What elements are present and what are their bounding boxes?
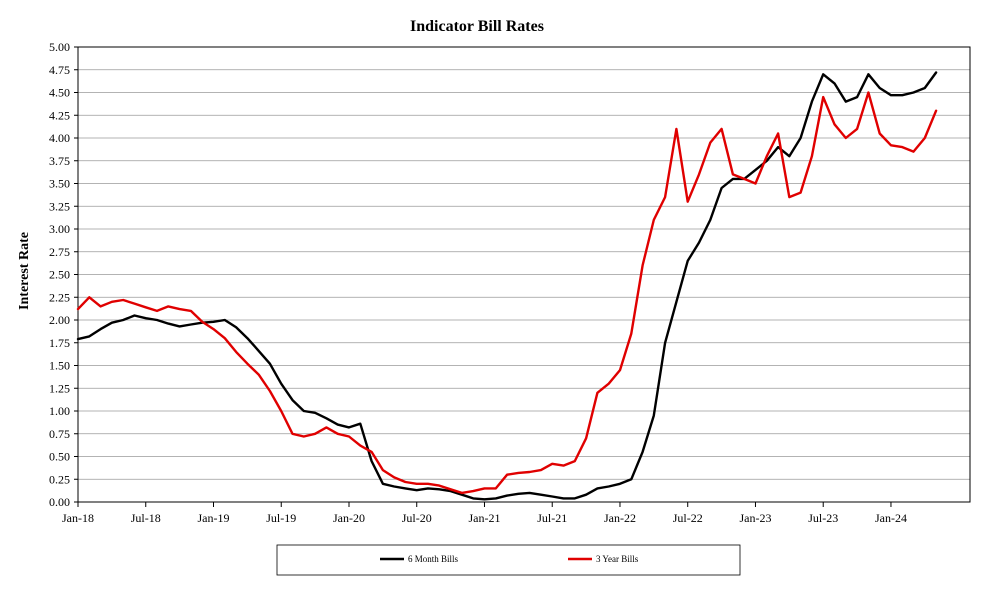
y-tick-label: 1.00 (49, 404, 70, 418)
x-tick-label: Jan-19 (197, 511, 229, 525)
y-tick-label: 0.25 (49, 472, 70, 486)
x-axis: Jan-18 Jul-18 Jan-19 Jul-19 Jan-20 Jul-20 Jan-… (62, 502, 907, 525)
y-axis-label: Interest Rate (17, 232, 32, 310)
legend-box (276, 544, 741, 576)
y-tick-label: 2.00 (49, 313, 70, 327)
y-tick-label: 0.50 (49, 450, 70, 464)
legend-label: 3 Year Bills (596, 554, 639, 564)
x-tick-label: Jul-18 (131, 511, 161, 525)
y-tick-label: 4.50 (49, 86, 70, 100)
y-tick-label: 1.50 (49, 359, 70, 373)
y-tick-label: 2.25 (49, 290, 70, 304)
y-tick-label: 4.25 (49, 108, 70, 122)
y-tick-label: 1.75 (49, 336, 70, 350)
x-tick-label: Jul-19 (266, 511, 296, 525)
x-tick-label: Jan-20 (333, 511, 365, 525)
series-layer (76, 71, 938, 501)
y-tick-label: 3.50 (49, 177, 70, 191)
x-tick-label: Jul-22 (673, 511, 703, 525)
y-tick-label: 3.00 (49, 222, 70, 236)
series-line-three-year-bills (76, 91, 938, 495)
x-tick-label: Jan-21 (468, 511, 500, 525)
y-tick-label: 5.00 (49, 40, 70, 54)
x-tick-label: Jan-23 (739, 511, 771, 525)
y-axis: 0.00 0.25 0.50 0.75 1.00 1.25 1.50 1.75 2.00 2.25… (49, 40, 78, 509)
x-tick-label: Jan-18 (62, 511, 94, 525)
legend: 6 Month Bills 3 Year Bills (380, 554, 639, 564)
chart-title: Indicator Bill Rates (410, 18, 544, 35)
x-tick-label: Jul-21 (537, 511, 567, 525)
x-tick-label: Jul-23 (808, 511, 838, 525)
y-tick-label: 3.25 (49, 199, 70, 213)
y-tick-label: 2.75 (49, 245, 70, 259)
y-tick-label: 3.75 (49, 154, 70, 168)
grid-lines (78, 69, 970, 480)
series-line-six-month-bills (76, 71, 938, 501)
y-tick-label: 0.75 (49, 427, 70, 441)
y-tick-label: 4.75 (49, 63, 70, 77)
x-tick-label: Jul-20 (402, 511, 432, 525)
y-tick-label: 0.00 (49, 495, 70, 509)
y-tick-label: 1.25 (49, 381, 70, 395)
x-tick-label: Jan-22 (604, 511, 636, 525)
y-tick-label: 2.50 (49, 268, 70, 282)
legend-label: 6 Month Bills (408, 554, 459, 564)
x-tick-label: Jan-24 (875, 511, 907, 525)
y-tick-label: 4.00 (49, 131, 70, 145)
